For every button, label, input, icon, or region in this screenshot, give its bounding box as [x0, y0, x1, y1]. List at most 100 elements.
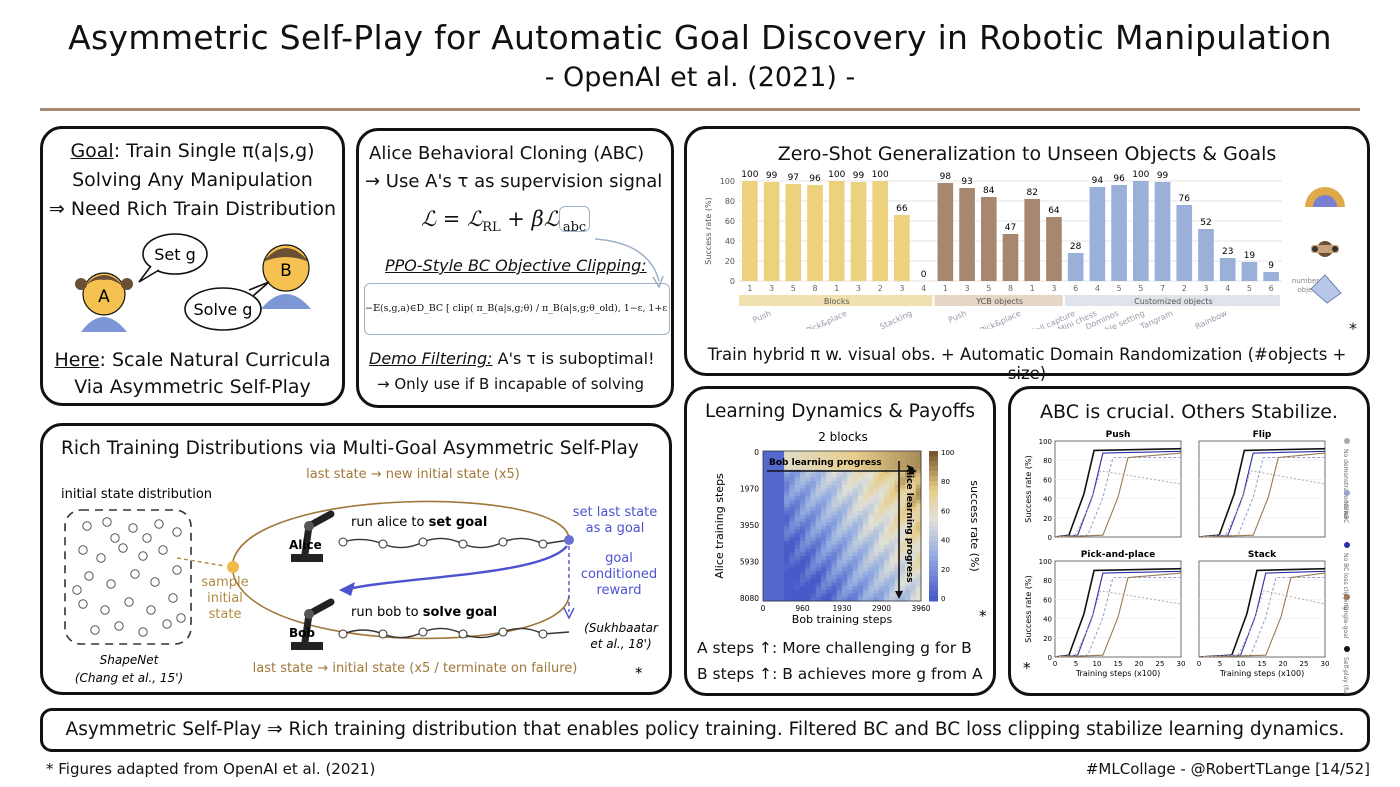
heatmap-cell — [884, 477, 890, 482]
heatmap-cell — [815, 586, 822, 591]
ablation-series-line — [1198, 590, 1326, 658]
heatmap-cell — [894, 537, 901, 542]
heatmap-cell — [794, 469, 801, 474]
heatmap-x-tick: 2900 — [872, 604, 891, 613]
heatmap-cell — [820, 563, 827, 568]
heatmap-cell — [894, 574, 901, 579]
heatmap-cell — [889, 518, 896, 523]
heatmap-cell — [831, 484, 838, 489]
heatmap-cell — [820, 586, 827, 591]
heatmap-cell — [899, 484, 906, 489]
heatmap-cell — [857, 462, 864, 467]
heatmap-cell — [910, 488, 917, 493]
heatmap-cell — [857, 484, 864, 489]
heatmap-cell — [805, 589, 811, 594]
heatmap-cell — [794, 552, 801, 557]
heatmap-cell — [805, 466, 811, 471]
heatmap-cell — [889, 541, 896, 546]
heatmap-cell — [784, 518, 790, 523]
heatmap-cell — [889, 574, 896, 579]
bar-category-label: 5 — [1117, 284, 1122, 293]
heatmap-cell — [910, 481, 917, 486]
heatmap-cell — [794, 593, 801, 598]
heatmap-cell — [784, 571, 790, 576]
svg-text:Solve g: Solve g — [194, 300, 253, 319]
heatmap-cell — [820, 466, 827, 471]
heatmap-cell — [910, 514, 917, 519]
heatmap-cell — [789, 507, 795, 512]
alice-trajectory-dot — [378, 539, 388, 549]
heatmap-cell — [905, 492, 911, 497]
heatmap-cell — [815, 578, 822, 583]
heatmap-cell — [763, 578, 769, 583]
heatmap-cell — [899, 451, 906, 456]
heatmap-cell — [778, 488, 785, 493]
heatmap-cell — [789, 541, 795, 546]
heatmap-cell — [778, 578, 785, 583]
heatmap-cell — [763, 593, 769, 598]
heatmap-cell — [789, 514, 795, 519]
heatmap-cell — [910, 462, 917, 467]
heatmap-cell — [847, 537, 853, 542]
heatmap-cell — [889, 473, 896, 478]
zero-shot-footer: Train hybrid π w. visual obs. + Automati… — [707, 345, 1347, 383]
heatmap-cell — [899, 462, 906, 467]
ablation-legend-marker — [1344, 438, 1350, 444]
heatmap-cell — [763, 511, 769, 516]
heatmap-cell — [884, 496, 890, 501]
ablation-y-tick: 40 — [1043, 616, 1052, 624]
ablation-x-tick: 25 — [1300, 660, 1309, 668]
heatmap-cell — [778, 462, 785, 467]
heatmap-cell — [773, 544, 780, 549]
heatmap-cell — [884, 526, 890, 531]
ablation-subplot-title: Flip — [1253, 430, 1272, 440]
heatmap-cell — [778, 454, 785, 459]
heatmap-cell — [820, 488, 827, 493]
state-dot — [146, 605, 156, 615]
heatmap-cell — [905, 469, 911, 474]
heatmap-cell — [763, 567, 769, 572]
heatmap-cell — [915, 597, 922, 602]
ablation-legend-label: No ABC — [1342, 501, 1349, 523]
bar-category-label: 6 — [1073, 284, 1078, 293]
heatmap-cell — [763, 537, 769, 542]
heatmap-cell — [831, 514, 838, 519]
heatmap-cell — [878, 548, 885, 553]
heatmap-cell — [868, 507, 874, 512]
heatmap-cell — [778, 582, 785, 587]
heatmap-cell — [778, 593, 785, 598]
bob-letter: B — [280, 261, 292, 281]
ablation-x-label: Training steps (x100) — [1219, 669, 1304, 678]
heatmap-cell — [794, 522, 801, 527]
heatmap-cell — [784, 574, 790, 579]
heatmap-cell — [873, 593, 880, 598]
heatmap-cell — [768, 451, 774, 456]
heatmap-cell — [836, 571, 843, 576]
heatmap-cell — [910, 503, 917, 508]
heatmap-cell — [810, 522, 817, 527]
heatmap-cell — [868, 466, 874, 471]
heatmap-cell — [810, 578, 817, 583]
bar-category-label: 8 — [812, 284, 817, 293]
goal-text: : Train Single π(a|s,g) — [113, 140, 315, 162]
ablation-series-line — [1198, 452, 1326, 538]
bar-value-label: 0 — [921, 270, 927, 280]
colorbar-segment — [929, 521, 938, 527]
heatmap-cell — [810, 537, 817, 542]
heatmap-cell — [810, 469, 817, 474]
heatmap-cell — [889, 593, 896, 598]
heatmap-cell — [894, 522, 901, 527]
heatmap-cell — [773, 533, 780, 538]
heatmap-cell — [873, 567, 880, 572]
heatmap-cell — [878, 597, 885, 602]
chess-object-icon — [1311, 241, 1339, 257]
heatmap-cell — [889, 469, 896, 474]
ablation-series-line — [1198, 572, 1326, 658]
heatmap-cell — [852, 522, 859, 527]
heatmap-cell — [905, 563, 911, 568]
heatmap-cell — [852, 529, 859, 534]
heatmap-cell — [778, 541, 785, 546]
heatmap-cell — [794, 529, 801, 534]
heatmap-cell — [878, 582, 885, 587]
heatmap-cell — [794, 537, 801, 542]
